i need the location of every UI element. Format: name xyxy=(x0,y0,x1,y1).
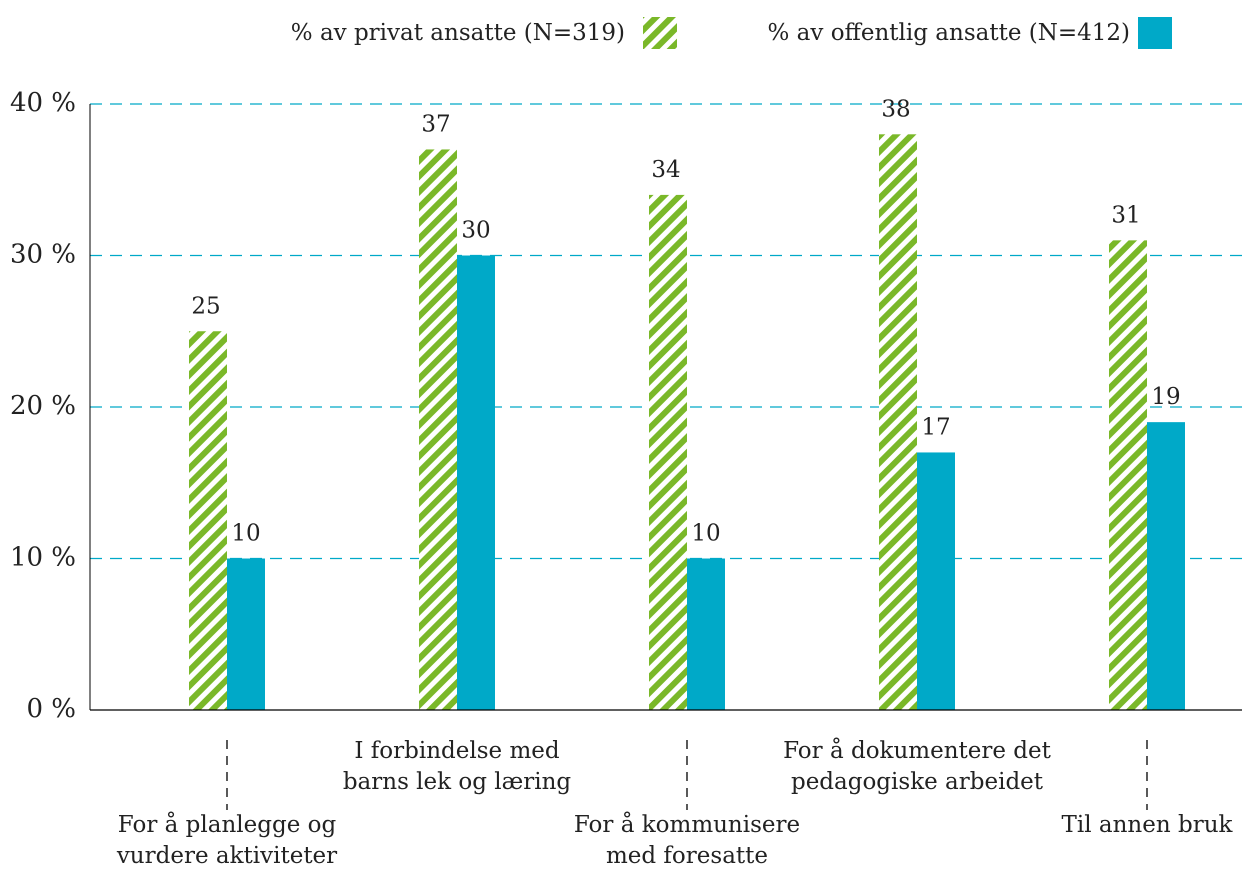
bar xyxy=(227,558,265,710)
value-label: 17 xyxy=(921,414,950,440)
x-tick-label: For å kommunisere med foresatte xyxy=(574,811,800,869)
x-tick-label: For å planlegge og vurdere aktiviteter xyxy=(116,811,337,869)
bar xyxy=(917,452,955,710)
x-tick-label: For å dokumentere det pedagogiske arbeide… xyxy=(783,737,1052,795)
y-tick-label: 0 % xyxy=(26,694,76,724)
bar xyxy=(1147,422,1185,710)
bar xyxy=(419,149,457,710)
legend-swatch xyxy=(1138,17,1172,49)
bar xyxy=(879,134,917,711)
bar xyxy=(649,194,687,710)
value-label: 34 xyxy=(651,157,680,183)
value-label: 30 xyxy=(461,218,490,244)
y-tick-label: 40 % xyxy=(10,88,76,118)
bar xyxy=(189,331,227,710)
y-tick-label: 30 % xyxy=(10,240,76,270)
value-label: 10 xyxy=(231,521,260,547)
x-tick-label: Til annen bruk xyxy=(1062,812,1234,838)
value-label: 10 xyxy=(691,521,720,547)
value-label: 19 xyxy=(1151,384,1180,410)
legend-label: % av offentlig ansatte (N=412) xyxy=(768,20,1130,46)
legend-label: % av privat ansatte (N=319) xyxy=(291,20,625,46)
legend-swatch xyxy=(643,17,677,49)
y-tick-label: 20 % xyxy=(10,391,76,421)
bar xyxy=(687,558,725,710)
bar xyxy=(1109,240,1147,710)
y-tick-label: 10 % xyxy=(10,543,76,573)
bar xyxy=(457,255,495,710)
value-label: 38 xyxy=(881,96,910,122)
value-label: 37 xyxy=(421,111,450,137)
value-label: 25 xyxy=(191,293,220,319)
x-tick-label: I forbindelse med barns lek og læring xyxy=(343,738,572,795)
value-label: 31 xyxy=(1111,202,1140,228)
